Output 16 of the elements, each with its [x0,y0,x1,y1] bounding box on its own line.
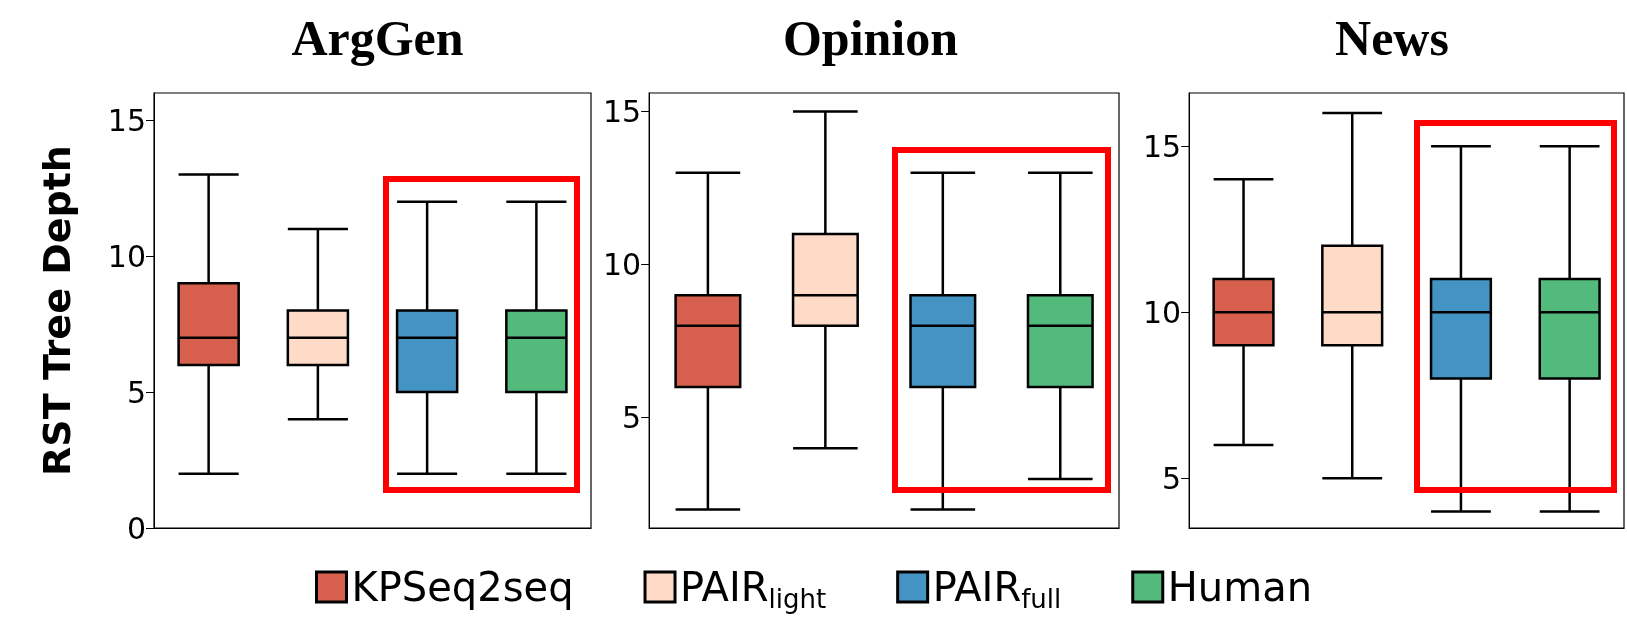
y-tick-label: 15 [107,102,146,138]
y-tick-label: 15 [1142,128,1182,164]
y-tick-label: 0 [126,510,146,546]
y-tick-label: 10 [1142,294,1182,330]
legend-label: KPSeq2seq [351,564,574,610]
legend-label: Human [1167,564,1313,610]
chart-title: Opinion [782,10,959,66]
y-tick-label: 5 [622,400,642,436]
y-tick-label: 5 [126,374,146,410]
chart-title: ArgGen [291,10,464,66]
y-tick-label: 10 [602,247,642,283]
y-axis-title: RST Tree Depth [35,145,79,476]
y-tick-label: 10 [107,238,146,274]
y-tick-label: 5 [1162,460,1182,496]
y-tick-label: 15 [602,93,642,129]
chart-title: News [1335,10,1449,66]
